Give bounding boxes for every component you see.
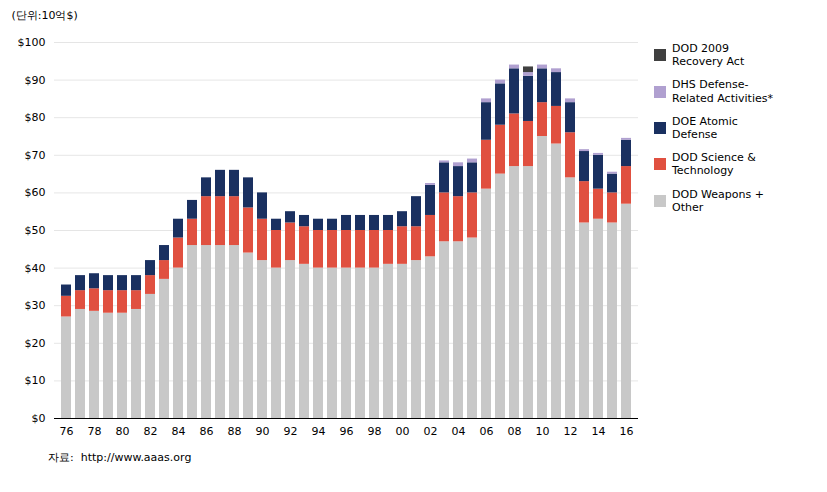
svg-text:78: 78 [88, 425, 102, 438]
svg-text:80: 80 [116, 425, 130, 438]
svg-text:94: 94 [312, 425, 326, 438]
svg-text:96: 96 [340, 425, 354, 438]
svg-text:98: 98 [368, 425, 382, 438]
svg-text:12: 12 [564, 425, 578, 438]
svg-text:86: 86 [200, 425, 214, 438]
html-text:DOE Atomic Defense: DOE Atomic Defense [672, 114, 738, 141]
svg-text:06: 06 [480, 425, 494, 438]
svg-text:$100: $100 [18, 36, 46, 49]
svg-text:$90: $90 [25, 74, 46, 87]
svg-text:$50: $50 [25, 224, 46, 237]
html-text:DHS Defense- Related Activitie: DHS Defense- Related Activities* [672, 78, 773, 105]
svg-text:84: 84 [172, 425, 186, 438]
svg-text:04: 04 [452, 425, 466, 438]
svg-text:02: 02 [424, 425, 438, 438]
svg-text:$0: $0 [32, 412, 46, 425]
svg-text:$80: $80 [25, 111, 46, 124]
svg-text:$60: $60 [25, 186, 46, 199]
svg-text:$10: $10 [25, 374, 46, 387]
svg-text:82: 82 [144, 425, 158, 438]
html-text:DOD Weapons + Other: DOD Weapons + Other [672, 187, 764, 214]
svg-text:(단위:10억$): (단위:10억$) [12, 9, 78, 22]
svg-text:$40: $40 [25, 262, 46, 275]
svg-text:$30: $30 [25, 299, 46, 312]
html-text:DOD 2009 Recovery Act: DOD 2009 Recovery Act [672, 42, 745, 69]
svg-text:76: 76 [60, 425, 74, 438]
html-text:자료: http://www.aaas.org: 자료: http://www.aaas.org [48, 451, 192, 464]
html-text:DOD Science & Technology: DOD Science & Technology [672, 151, 756, 178]
svg-text:$20: $20 [25, 337, 46, 350]
svg-text:00: 00 [396, 425, 410, 438]
svg-text:92: 92 [284, 425, 298, 438]
svg-text:16: 16 [620, 425, 634, 438]
svg-text:10: 10 [536, 425, 550, 438]
svg-text:88: 88 [228, 425, 242, 438]
svg-text:$70: $70 [25, 149, 46, 162]
svg-text:90: 90 [256, 425, 270, 438]
svg-text:08: 08 [508, 425, 522, 438]
svg-text:14: 14 [592, 425, 606, 438]
